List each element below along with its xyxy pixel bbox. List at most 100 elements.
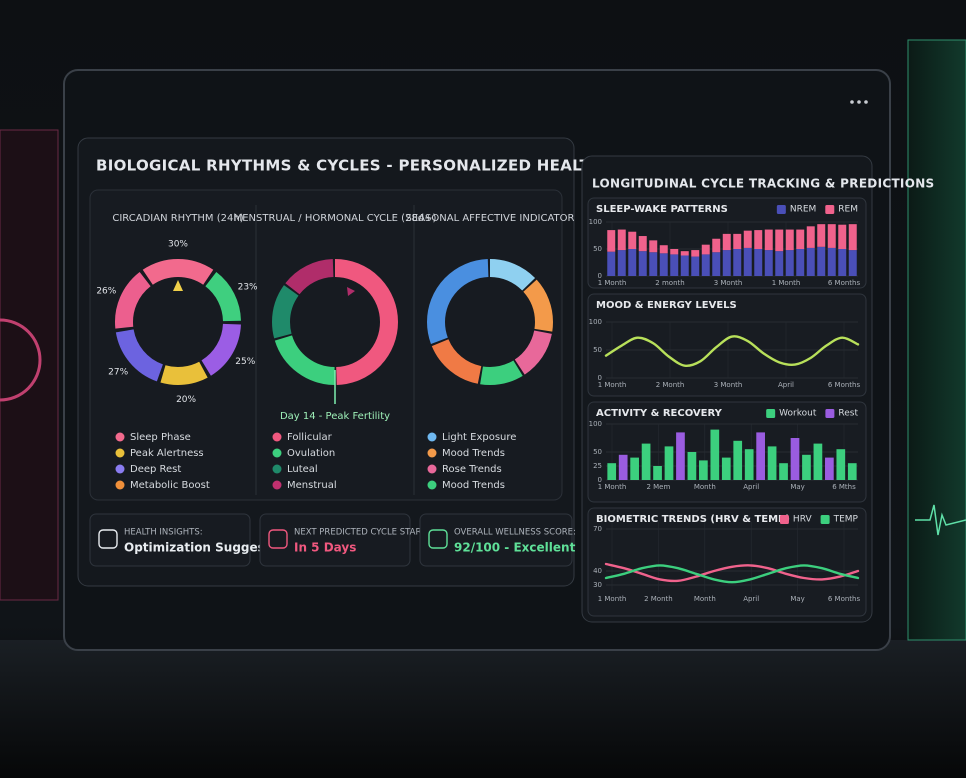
floor [0, 640, 966, 778]
bar [756, 432, 765, 480]
x-tick-label: 1 Month [598, 279, 627, 287]
bar [607, 251, 616, 276]
seasonal-ring [427, 259, 553, 385]
bar [779, 463, 788, 480]
chart-title: BIOMETRIC TRENDS (HRV & TEMP) [596, 514, 790, 525]
y-tick-label: 25 [593, 462, 602, 470]
card-label: OVERALL WELLNESS SCORE: [454, 528, 576, 538]
left-screen [0, 129, 59, 601]
ring-segment [427, 259, 553, 385]
card-label: HEALTH INSIGHTS: [124, 528, 203, 538]
bar [617, 229, 626, 251]
x-tick-label: 2 month [655, 279, 684, 287]
card-value: In 5 Days [294, 541, 356, 555]
menstrual-ring [272, 259, 398, 385]
legend-swatch [779, 515, 789, 524]
legend-label: Deep Rest [130, 464, 181, 475]
legend-label: REM [838, 205, 858, 215]
x-tick-label: 6 Months [828, 381, 861, 389]
bar [641, 443, 651, 480]
menu-dot[interactable] [850, 100, 854, 104]
legend-label: Mood Trends [442, 448, 505, 459]
legend-dot [115, 448, 125, 458]
segment-label: 23% [238, 282, 258, 292]
y-tick-label: 0 [598, 374, 602, 382]
legend-label: Sleep Phase [130, 432, 191, 443]
status-card [419, 513, 573, 567]
ring-segment [142, 259, 214, 285]
legend-label: Light Exposure [442, 432, 516, 443]
bar [764, 250, 773, 276]
bar [848, 224, 857, 251]
legend-dot [272, 448, 282, 458]
bar [617, 250, 626, 276]
segment-label: 27% [108, 368, 128, 378]
card-icon [428, 529, 448, 549]
x-tick-label: 1 Month [598, 483, 627, 491]
y-tick-label: 50 [593, 448, 602, 456]
legend-label: HRV [793, 515, 813, 525]
ring-title: SEASONAL AFFECTIVE INDICATOR [406, 213, 575, 224]
bar [775, 229, 784, 252]
x-tick-label: May [790, 483, 804, 491]
x-tick-label: Month [694, 483, 716, 491]
legend-label: TEMP [833, 515, 859, 525]
bar [827, 247, 836, 276]
segment-label: 30% [168, 240, 188, 250]
bar [825, 457, 834, 480]
x-tick-label: 3 Month [714, 279, 743, 287]
y-tick-label: 30 [593, 581, 602, 589]
bar [733, 249, 742, 276]
bar [790, 438, 800, 480]
bar [638, 251, 647, 276]
ring-segment [427, 259, 553, 385]
y-tick-label: 100 [589, 218, 602, 226]
ring-note: Day 14 - Peak Fertility [280, 411, 390, 422]
bar [701, 244, 710, 255]
bar [659, 245, 668, 254]
x-tick-label: 1 Month [598, 595, 627, 603]
bar [653, 466, 662, 480]
menu-dot[interactable] [857, 100, 861, 104]
bar [701, 254, 710, 276]
bar [649, 252, 658, 276]
bar [628, 249, 637, 276]
legend-dot [427, 464, 437, 474]
x-tick-label: April [743, 595, 759, 603]
menu-dot[interactable] [864, 100, 868, 104]
ring-segment [427, 259, 553, 385]
card-label: NEXT PREDICTED CYCLE START: [294, 528, 428, 538]
y-tick-label: 0 [598, 476, 602, 484]
legend-dot [115, 480, 125, 490]
card-value: Optimization Suggested [124, 541, 287, 555]
left-screen-glow [0, 318, 42, 402]
y-tick-label: 70 [593, 525, 602, 533]
bar [838, 224, 847, 249]
y-tick-label: 40 [593, 567, 602, 575]
card-value: 92/100 - Excellent [454, 541, 576, 555]
legend-dot [272, 480, 282, 490]
y-tick-label: 50 [593, 245, 602, 253]
chart-title: SLEEP-WAKE PATTERNS [596, 204, 728, 215]
status-card [259, 513, 411, 567]
chart-card [587, 293, 867, 397]
bar [659, 253, 668, 276]
chart-card [587, 507, 867, 617]
bar [733, 440, 743, 480]
cycle-marker [347, 287, 355, 296]
x-tick-label: 2 Month [644, 595, 673, 603]
y-tick-label: 100 [589, 420, 602, 428]
legend-label: Rose Trends [442, 464, 502, 475]
bar [680, 255, 689, 276]
bar [733, 233, 742, 249]
legend-dot [427, 432, 437, 442]
x-tick-label: 1 Month [772, 279, 801, 287]
time-marker [173, 280, 183, 291]
segment-label: 26% [96, 287, 116, 297]
line [604, 562, 860, 583]
bar [754, 249, 763, 276]
bar [699, 460, 708, 480]
x-tick-label: 6 Months [828, 595, 861, 603]
x-tick-label: 1 Month [598, 381, 627, 389]
